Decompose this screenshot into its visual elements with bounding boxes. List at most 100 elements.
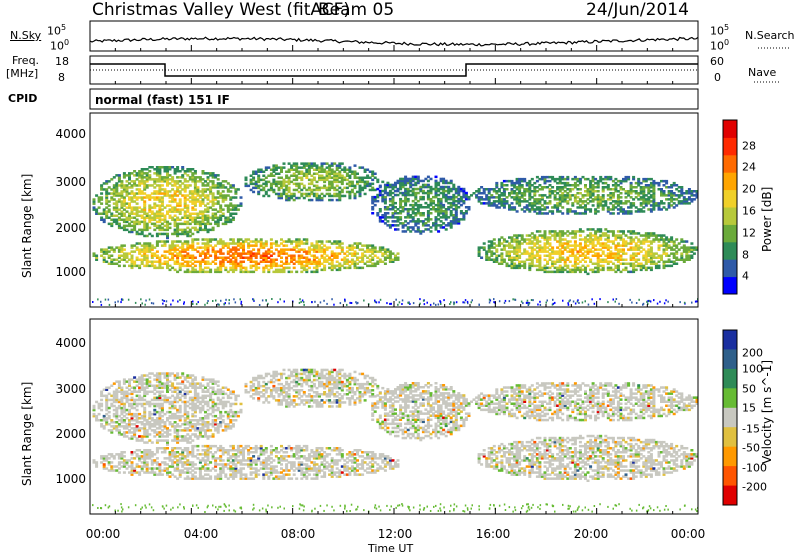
velocity-cell — [93, 459, 96, 462]
power-cell — [366, 261, 369, 264]
power-cell — [348, 166, 351, 169]
power-cell — [556, 186, 559, 189]
power-cell — [176, 271, 179, 274]
power-cell — [153, 186, 156, 189]
power-cell — [640, 263, 643, 266]
power-cell — [564, 232, 567, 235]
power-cell — [642, 210, 645, 213]
power-cell — [313, 173, 316, 176]
power-cell — [500, 252, 503, 255]
power-cell — [625, 259, 628, 262]
power-cell — [435, 180, 438, 183]
power-cell — [161, 192, 164, 195]
power-cell — [594, 208, 597, 211]
power-cell — [176, 223, 179, 226]
power-cell — [349, 302, 351, 304]
power-cell — [305, 257, 308, 260]
power-cell — [108, 250, 111, 253]
power-cell — [229, 259, 232, 262]
power-cell — [138, 221, 141, 224]
power-cell — [609, 246, 612, 249]
power-cell — [640, 250, 643, 253]
power-cell — [609, 208, 612, 211]
velocity-cell — [108, 469, 111, 472]
power-cell — [313, 169, 316, 172]
power-cell — [343, 166, 346, 169]
power-cell — [419, 220, 422, 223]
power-cell — [678, 200, 681, 203]
power-cell — [138, 265, 141, 268]
velocity-cell — [123, 455, 126, 458]
power-cell — [381, 214, 384, 217]
power-cell — [442, 186, 445, 189]
power-cell — [359, 248, 362, 251]
power-cell — [389, 250, 392, 253]
power-cell — [305, 250, 308, 253]
power-cell — [351, 302, 353, 304]
power-cell — [108, 246, 111, 249]
power-cell — [427, 180, 430, 183]
power-cell — [298, 238, 301, 241]
power-cell — [196, 303, 198, 305]
power-cell — [632, 246, 635, 249]
power-cell — [328, 267, 331, 270]
power-cell — [336, 193, 339, 196]
power-cell — [609, 212, 612, 215]
power-cell — [336, 246, 339, 249]
power-cell — [95, 255, 98, 258]
power-cell — [298, 166, 301, 169]
velocity-cell — [108, 457, 111, 460]
power-cell — [366, 265, 369, 268]
power-cell — [647, 184, 650, 187]
power-cell — [480, 202, 483, 205]
power-cell — [394, 202, 397, 205]
power-cell — [131, 184, 134, 187]
power-cell — [214, 250, 217, 253]
power-cell — [549, 184, 552, 187]
power-cell — [526, 234, 529, 237]
power-cell — [184, 271, 187, 274]
power-cell — [275, 259, 278, 262]
power-cell — [650, 267, 653, 270]
power-cell — [389, 303, 391, 305]
power-cell — [229, 196, 232, 199]
power-cell — [199, 261, 202, 264]
power-cell — [592, 204, 595, 207]
power-cell — [283, 267, 286, 270]
power-cell — [359, 242, 362, 245]
power-cell — [511, 188, 514, 191]
power-cell — [171, 176, 174, 179]
power-cell — [538, 255, 541, 258]
power-cell — [233, 298, 235, 300]
power-cell — [245, 238, 248, 241]
power-cell — [336, 240, 339, 243]
power-cell — [232, 217, 235, 220]
power-cell — [199, 200, 202, 203]
power-cell — [551, 257, 554, 260]
power-cell — [138, 229, 141, 232]
power-cell — [609, 202, 612, 205]
power-cell — [313, 271, 316, 274]
power-cell — [575, 303, 577, 305]
power-cell — [571, 188, 574, 191]
power-cell — [161, 166, 164, 169]
power-cell — [265, 240, 268, 243]
power-cell — [412, 176, 415, 179]
power-cell — [275, 240, 278, 243]
power-cell — [670, 261, 673, 264]
power-cell — [675, 238, 678, 241]
velocity-cell — [156, 457, 159, 460]
power-cell — [252, 171, 255, 174]
power-cell — [663, 180, 666, 183]
power-cell — [653, 299, 655, 301]
power-cell — [480, 186, 483, 189]
power-cell — [571, 210, 574, 213]
velocity-cell — [146, 461, 149, 464]
power-cell — [207, 238, 210, 241]
power-cell — [640, 196, 643, 199]
power-cell — [579, 267, 582, 270]
power-cell — [298, 197, 301, 200]
velocity-cell — [161, 473, 164, 476]
power-cell — [374, 177, 377, 180]
power-cell — [594, 182, 597, 185]
